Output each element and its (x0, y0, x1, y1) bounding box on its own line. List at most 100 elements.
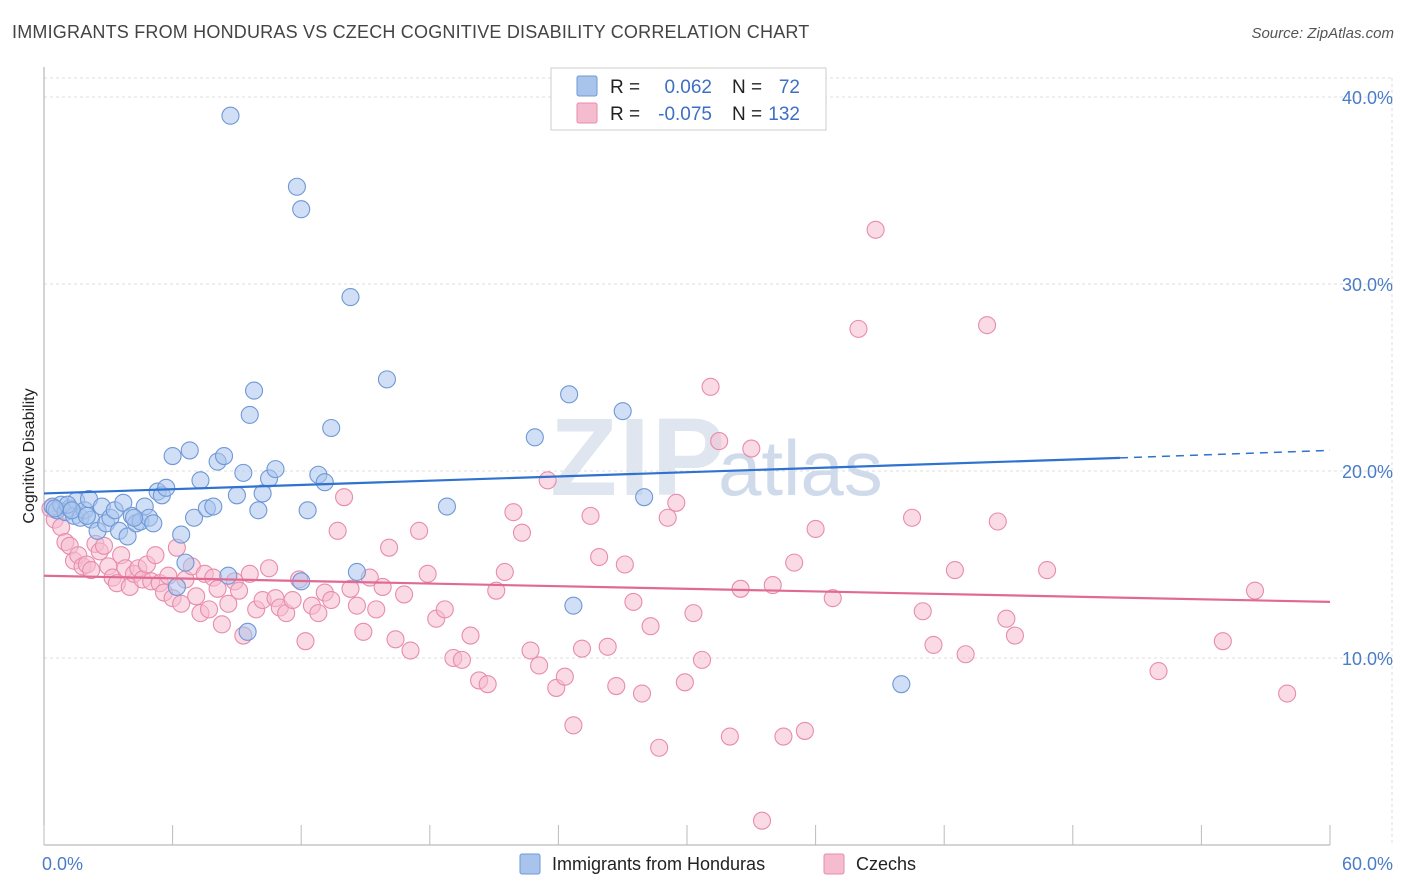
trend-lines (43, 449, 1331, 603)
honduras-point (45, 499, 64, 518)
legend-r-value-2: -0.075 (658, 104, 712, 125)
czech-point (607, 676, 626, 696)
honduras-point (564, 596, 583, 615)
honduras-point (525, 428, 544, 447)
x-tick-label: 0.0% (42, 854, 83, 874)
czech-point (692, 650, 712, 669)
honduras-point (176, 553, 195, 572)
czech-point (259, 559, 279, 578)
honduras-point (437, 497, 456, 516)
czech-point (675, 673, 694, 692)
czech-point (296, 632, 315, 651)
series-swatch-honduras (519, 853, 541, 875)
czech-point (806, 519, 825, 539)
legend-swatch-czechs (576, 102, 598, 124)
honduras-point (124, 508, 144, 527)
honduras-point (315, 473, 334, 492)
czech-point (658, 508, 677, 527)
czech-point (945, 561, 964, 580)
honduras-point (892, 675, 911, 694)
honduras-point (238, 622, 257, 641)
czech-point (924, 635, 943, 654)
czech-point (341, 579, 360, 598)
honduras-point (244, 381, 264, 400)
honduras-trend-line (43, 456, 1120, 495)
czech-point (742, 439, 761, 458)
czech-point (866, 220, 885, 239)
czech-point (774, 727, 793, 746)
y-tick-label: 40.0% (1342, 88, 1393, 108)
watermark: ZIP atlas (550, 396, 883, 519)
czech-point (495, 562, 514, 582)
czech-point (347, 596, 366, 615)
czech-point (956, 645, 975, 664)
honduras-point (341, 288, 360, 307)
honduras-point (214, 446, 234, 466)
czech-point (94, 536, 114, 555)
honduras-point (167, 577, 186, 596)
czech-point (401, 641, 420, 660)
legend-swatch-honduras (576, 75, 598, 97)
honduras-point (322, 418, 341, 438)
czech-point (504, 503, 523, 522)
y-tick-label: 20.0% (1342, 462, 1393, 482)
czech-point (373, 577, 392, 596)
series-swatch-czechs (823, 853, 845, 875)
honduras-point (227, 486, 246, 505)
czech-point (410, 521, 429, 540)
honduras-point (287, 177, 306, 196)
honduras-point (221, 106, 240, 125)
czech-point (572, 639, 592, 658)
czech-point (240, 564, 259, 583)
czech-point (823, 589, 842, 608)
czech-point (335, 488, 354, 507)
czech-point (1005, 626, 1024, 645)
legend-n-label-1: N = (732, 77, 762, 98)
czech-point (849, 319, 868, 338)
czech-point (82, 561, 101, 580)
czech-point (997, 609, 1016, 628)
honduras-point (635, 488, 654, 507)
stats-legend: R = 0.062 N = 72 R = -0.075 N = 132 (550, 67, 827, 131)
honduras-point (77, 506, 96, 525)
y-tick-label: 10.0% (1342, 649, 1393, 669)
czech-point (309, 604, 328, 623)
honduras-point (191, 471, 210, 490)
honduras-point (266, 460, 285, 479)
legend-n-value-2: 132 (768, 104, 800, 125)
y-axis-label: Cognitive Disability (21, 388, 38, 523)
honduras-point (234, 463, 253, 482)
czech-point (1278, 684, 1297, 703)
honduras-point (240, 405, 259, 424)
czech-point (187, 587, 206, 606)
czech-point (172, 594, 191, 613)
honduras-point (292, 200, 311, 219)
honduras-point (62, 501, 81, 520)
series-legend: Immigrants from Honduras Czechs (519, 853, 916, 875)
legend-r-label-2: R = (610, 104, 640, 125)
czech-point (913, 602, 932, 621)
honduras-point (180, 441, 199, 460)
czech-point (386, 630, 405, 649)
x-tick-label: 60.0% (1342, 854, 1393, 874)
czech-point (478, 675, 497, 694)
czech-point (328, 521, 347, 540)
czech-point (380, 538, 399, 557)
czech-point (710, 432, 729, 451)
czech-point (283, 590, 302, 610)
czech-point (1038, 561, 1057, 580)
czech-point (632, 684, 652, 703)
honduras-point (163, 446, 182, 466)
czech-point (487, 581, 506, 600)
czech-point (590, 547, 609, 567)
czech-point (684, 604, 703, 623)
czech-point (667, 493, 686, 512)
czech-point (212, 615, 231, 634)
honduras-point (118, 527, 137, 546)
honduras-point (613, 402, 632, 421)
czech-point (354, 622, 373, 641)
honduras-point (219, 566, 238, 585)
czech-point (538, 471, 557, 490)
czech-point (367, 600, 386, 619)
